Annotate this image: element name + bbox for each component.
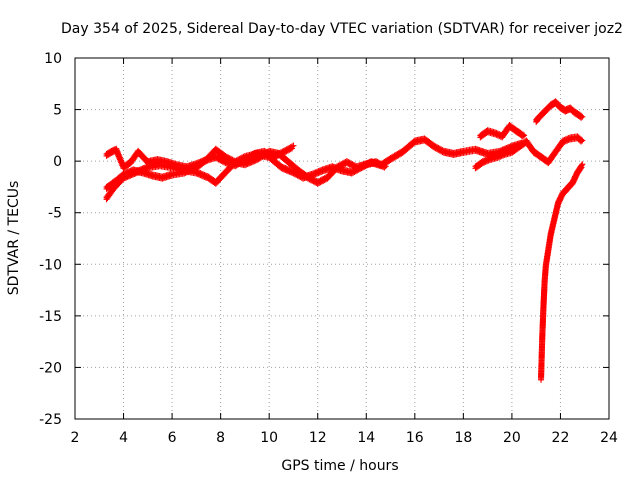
y-tick-label: -15: [39, 309, 62, 325]
x-tick-label: 6: [168, 430, 177, 446]
data-point: [578, 138, 585, 145]
series-track-c: [103, 142, 297, 172]
data-point: [579, 137, 586, 144]
x-axis-label: GPS time / hours: [281, 458, 398, 474]
data-point: [521, 132, 528, 139]
series-track-e: [477, 122, 528, 141]
data-point: [290, 142, 297, 149]
x-tick-label: 24: [600, 430, 618, 446]
x-tick-label: 4: [119, 430, 128, 446]
y-tick-label: 5: [53, 103, 62, 119]
series-track-d: [472, 133, 586, 172]
grid-lines: [75, 58, 609, 419]
y-tick-label: 0: [53, 154, 62, 170]
data-point: [439, 149, 446, 156]
series-track-f: [533, 98, 586, 125]
data-point: [577, 165, 584, 172]
data-point: [578, 164, 585, 171]
data-points: [103, 98, 586, 383]
data-point: [381, 164, 388, 171]
data-point: [519, 133, 526, 140]
x-tick-label: 12: [309, 430, 327, 446]
data-point: [287, 146, 294, 153]
y-axis-label: SDTVAR / TECUs: [6, 181, 22, 296]
tick-marks: [74, 57, 610, 420]
x-tick-label: 20: [503, 430, 521, 446]
x-tick-label: 10: [260, 430, 278, 446]
x-tick-label: 18: [454, 430, 472, 446]
y-tick-label: -25: [39, 412, 62, 428]
y-tick-label: -10: [39, 257, 62, 273]
data-point: [579, 161, 586, 168]
x-tick-label: 8: [216, 430, 225, 446]
y-tick-label: -20: [39, 360, 62, 376]
y-tick-label: 10: [44, 51, 62, 67]
x-tick-label: 16: [406, 430, 424, 446]
chart-title: Day 354 of 2025, Sidereal Day-to-day VTE…: [61, 21, 623, 37]
y-tick-label: -5: [48, 206, 62, 222]
x-tick-label: 14: [357, 430, 375, 446]
data-point: [250, 152, 257, 159]
series-track-g: [538, 161, 586, 383]
data-point: [382, 163, 389, 170]
data-point: [579, 113, 586, 120]
data-point: [578, 114, 585, 121]
x-tick-label: 22: [552, 430, 570, 446]
plot-frame: [74, 57, 610, 420]
x-tick-label: 2: [71, 430, 80, 446]
data-point: [410, 140, 417, 147]
data-point: [289, 145, 296, 152]
series-track-a: [103, 135, 525, 203]
